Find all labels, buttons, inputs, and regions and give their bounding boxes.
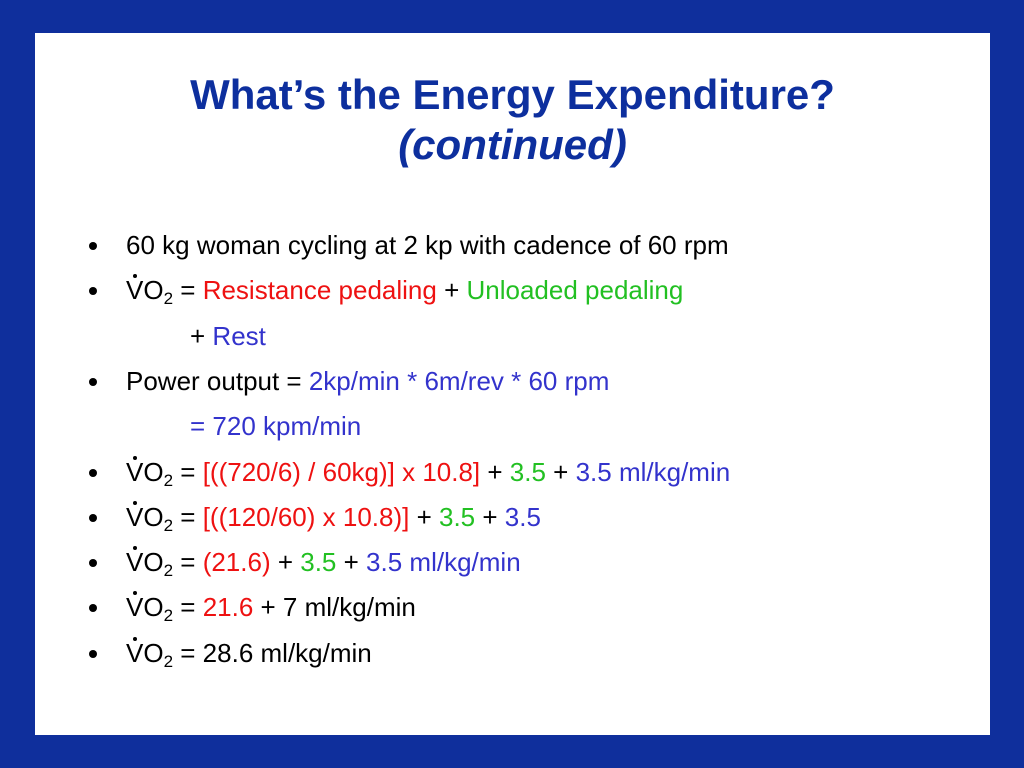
- text-segment: VO: [126, 456, 164, 487]
- text-segment: 2: [163, 289, 174, 309]
- text-segment: Power output =: [126, 365, 309, 396]
- bullet-line: VO2 = [((720/6) / 60kg)] x 10.8] + 3.5 +…: [89, 452, 731, 492]
- text-segment: 3.5: [509, 456, 546, 487]
- text-segment: +: [480, 456, 510, 487]
- text-segment: 2: [163, 606, 174, 626]
- text-segment: +: [545, 456, 576, 487]
- text-segment: VO: [126, 547, 164, 578]
- text-segment: +: [336, 547, 367, 578]
- bullet: [89, 559, 97, 568]
- text-segment: =: [173, 501, 203, 532]
- bullet-line: = 720 kpm/min: [190, 406, 361, 446]
- text-segment: 21.6: [202, 592, 254, 623]
- text-segment: Resistance pedaling: [202, 275, 437, 306]
- text-segment: 3.5: [300, 547, 337, 578]
- text-segment: = 720 kpm/min: [190, 411, 362, 442]
- text-segment: 2kp/min * 6m/rev * 60 rpm: [308, 365, 610, 396]
- text-segment: VO: [126, 275, 164, 306]
- text-segment: [((120/60) x 10.8)]: [202, 501, 410, 532]
- bullet-line: VO2 = Resistance pedaling + Unloaded ped…: [89, 270, 684, 310]
- bullet: [89, 468, 97, 477]
- text-segment: 2: [163, 470, 174, 490]
- bullet: [89, 604, 97, 613]
- text-segment: =: [173, 547, 203, 578]
- text-segment: +: [409, 501, 439, 532]
- bullet-line: Power output = 2kp/min * 6m/rev * 60 rpm: [89, 361, 610, 401]
- text-segment: VO: [126, 637, 164, 668]
- slide-subtitle: (continued): [398, 121, 627, 168]
- text-segment: +: [436, 275, 467, 306]
- text-segment: VO: [126, 592, 164, 623]
- text-segment: [((720/6) / 60kg)] x 10.8]: [202, 456, 481, 487]
- bullet-line: 60 kg woman cycling at 2 kp with cadence…: [89, 225, 729, 265]
- text-segment: 3.5: [438, 501, 476, 532]
- slide: What’s the Energy Expenditure? (continue…: [35, 33, 990, 735]
- bullet-line: + Rest: [190, 316, 266, 356]
- text-segment: (21.6): [202, 547, 271, 578]
- text-segment: 3.5 ml/kg/min: [366, 547, 521, 578]
- bullet: [89, 649, 97, 658]
- text-segment: =: [173, 592, 203, 623]
- bullet-line: VO2 = 28.6 ml/kg/min: [89, 633, 372, 673]
- text-segment: 60 kg woman cycling at 2 kp with cadence…: [126, 230, 729, 260]
- text-segment: 3.5 ml/kg/min: [575, 456, 731, 487]
- text-segment: =: [173, 275, 203, 306]
- text-segment: + 7 ml/kg/min: [253, 592, 416, 623]
- bullet-line: VO2 = 21.6 + 7 ml/kg/min: [89, 587, 416, 627]
- text-segment: Rest: [212, 320, 266, 351]
- text-segment: = 28.6 ml/kg/min: [173, 637, 372, 668]
- text-segment: +: [190, 320, 213, 351]
- text-segment: =: [173, 456, 203, 487]
- text-segment: 2: [163, 561, 174, 581]
- text-segment: 2: [163, 651, 174, 671]
- text-segment: Unloaded pedaling: [466, 275, 684, 306]
- text-segment: +: [270, 547, 301, 578]
- slide-title: What’s the Energy Expenditure?: [190, 71, 835, 118]
- text-segment: 3.5: [504, 501, 541, 532]
- text-segment: 2: [163, 515, 174, 535]
- text-segment: +: [475, 501, 505, 532]
- bullet-line: VO2 = (21.6) + 3.5 + 3.5 ml/kg/min: [89, 542, 521, 582]
- bullet: [89, 242, 97, 250]
- bullet: [89, 513, 97, 522]
- bullet: [89, 377, 97, 386]
- bullet: [89, 287, 97, 296]
- text-segment: VO: [126, 501, 164, 532]
- bullet-line: VO2 = [((120/60) x 10.8)] + 3.5 + 3.5: [89, 497, 541, 537]
